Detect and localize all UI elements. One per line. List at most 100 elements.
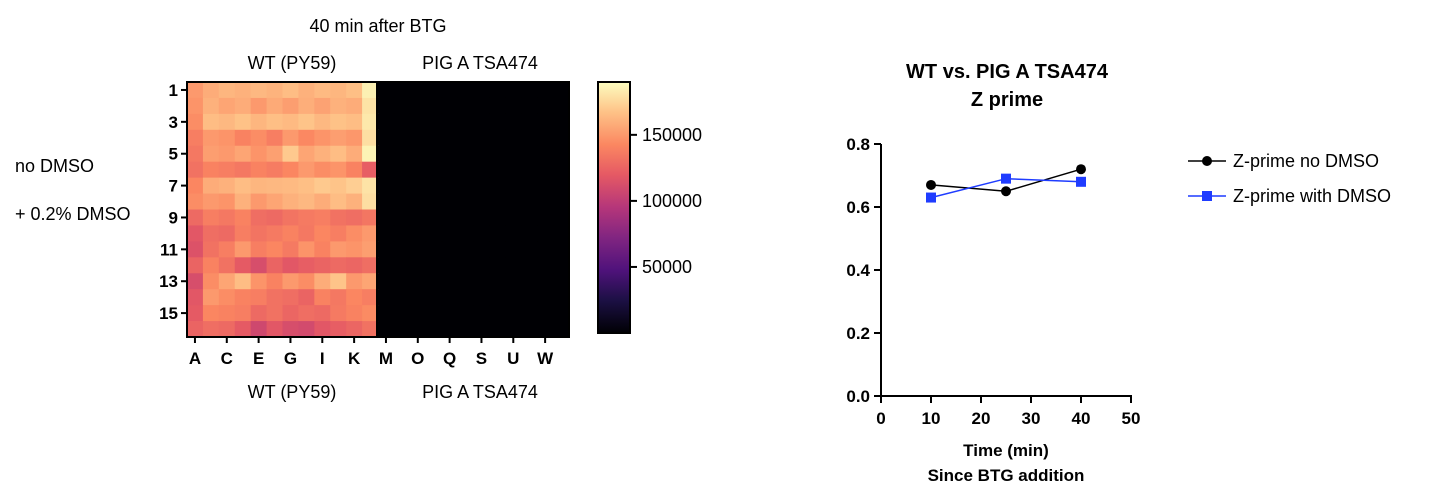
heatmap-cell bbox=[553, 305, 570, 322]
heatmap-cell bbox=[457, 113, 474, 131]
heatmap-cell bbox=[346, 225, 363, 242]
heatmap-cell bbox=[298, 305, 315, 322]
heatmap-cell bbox=[425, 129, 443, 147]
heatmap-cell bbox=[393, 305, 411, 322]
heatmap-cell bbox=[425, 193, 443, 210]
heatmap-cell bbox=[218, 225, 236, 242]
heatmap-cell bbox=[250, 177, 267, 194]
heatmap-cell bbox=[553, 321, 570, 338]
heatmap-cell bbox=[378, 177, 395, 194]
heatmap-cell bbox=[282, 241, 299, 258]
heatmap-cell bbox=[521, 225, 538, 242]
heatmap-cell bbox=[441, 97, 458, 115]
heatmap-cell bbox=[521, 321, 538, 338]
line-x-ticks: 0 10 20 30 40 50 bbox=[876, 396, 1140, 428]
legend-label-1: Z-prime no DMSO bbox=[1233, 151, 1379, 171]
heatmap-cell bbox=[505, 177, 522, 194]
heatmap-cell bbox=[346, 97, 363, 115]
heatmap-cell bbox=[330, 241, 347, 258]
heatmap-cell bbox=[441, 289, 458, 306]
heatmap-y-tick-label: 3 bbox=[169, 113, 178, 132]
heatmap-cell bbox=[187, 129, 204, 147]
heatmap-y-tick-label: 5 bbox=[169, 145, 178, 164]
heatmap-cell bbox=[457, 129, 474, 147]
heatmap-x-tick-label: S bbox=[476, 349, 487, 368]
heatmap-cell bbox=[409, 225, 427, 242]
heatmap-cell bbox=[521, 82, 538, 99]
heatmap-cell bbox=[537, 241, 554, 258]
heatmap-cell bbox=[553, 225, 570, 242]
heatmap-cell bbox=[266, 241, 283, 258]
heatmap-cell bbox=[457, 225, 474, 242]
heatmap-cell bbox=[378, 145, 395, 163]
heatmap-cell bbox=[473, 145, 490, 163]
heatmap-cell bbox=[553, 241, 570, 258]
heatmap-cell bbox=[409, 257, 427, 274]
heatmap-cell bbox=[521, 193, 538, 210]
heatmap-cell bbox=[378, 289, 395, 306]
heatmap-cell bbox=[537, 177, 554, 194]
heatmap-cell bbox=[473, 241, 490, 258]
heatmap-x-tick-label: O bbox=[411, 349, 424, 368]
heatmap-cell bbox=[457, 289, 474, 306]
heatmap-cell bbox=[473, 225, 490, 242]
heatmap-cell bbox=[187, 113, 204, 131]
heatmap-cell bbox=[537, 161, 554, 179]
heatmap-cell bbox=[187, 193, 204, 210]
heatmap-cell bbox=[234, 82, 252, 99]
heatmap-y-tick-label: 1 bbox=[169, 81, 178, 100]
heatmap-x-tick-label: U bbox=[507, 349, 519, 368]
heatmap-top-label-piga: PIG A TSA474 bbox=[422, 53, 538, 73]
heatmap-cell bbox=[250, 209, 267, 226]
heatmap-cell bbox=[505, 193, 522, 210]
heatmap-cell bbox=[378, 257, 395, 274]
heatmap-cell bbox=[425, 305, 443, 322]
heatmap-cell bbox=[187, 97, 204, 115]
heatmap-cell bbox=[298, 113, 315, 131]
heatmap-cell bbox=[409, 305, 427, 322]
heatmap-cell bbox=[218, 209, 236, 226]
heatmap-cell bbox=[378, 209, 395, 226]
heatmap-cell bbox=[505, 113, 522, 131]
heatmap-cell bbox=[409, 321, 427, 338]
heatmap-x-tick-label: I bbox=[320, 349, 325, 368]
heatmap-cell bbox=[378, 161, 395, 179]
heatmap-cell bbox=[362, 82, 379, 99]
heatmap-cell bbox=[330, 305, 347, 322]
x-axis-label-secondary: Since BTG addition bbox=[928, 466, 1085, 485]
heatmap-cell bbox=[187, 289, 204, 306]
heatmap-cell bbox=[425, 82, 443, 99]
heatmap-cell bbox=[218, 113, 236, 131]
heatmap-cell bbox=[521, 257, 538, 274]
heatmap-cell bbox=[362, 193, 379, 210]
heatmap-cell bbox=[218, 193, 236, 210]
heatmap-cell bbox=[234, 305, 252, 322]
heatmap-chart: 40 min after BTG WT (PY59) PIG A TSA474 … bbox=[15, 16, 702, 402]
heatmap-cell bbox=[314, 289, 331, 306]
heatmap-cell bbox=[489, 161, 506, 179]
heatmap-cell bbox=[250, 257, 267, 274]
heatmap-cell bbox=[346, 321, 363, 338]
heatmap-cell bbox=[187, 209, 204, 226]
heatmap-cell bbox=[457, 97, 474, 115]
heatmap-cell bbox=[441, 273, 458, 290]
heatmap-cell bbox=[250, 273, 267, 290]
heatmap-cell bbox=[505, 321, 522, 338]
heatmap-cell bbox=[218, 241, 236, 258]
heatmap-cell bbox=[202, 289, 220, 306]
legend: Z-prime no DMSO Z-prime with DMSO bbox=[1188, 151, 1391, 206]
heatmap-cell bbox=[441, 113, 458, 131]
heatmap-cell bbox=[553, 113, 570, 131]
heatmap-cell bbox=[187, 145, 204, 163]
heatmap-cell bbox=[330, 145, 347, 163]
heatmap-cell bbox=[521, 97, 538, 115]
heatmap-cell bbox=[346, 177, 363, 194]
heatmap-cell bbox=[234, 161, 252, 179]
heatmap-cell bbox=[298, 241, 315, 258]
heatmap-cell bbox=[362, 97, 379, 115]
heatmap-cell bbox=[473, 193, 490, 210]
heatmap-cell bbox=[409, 113, 427, 131]
heatmap-cell bbox=[282, 225, 299, 242]
heatmap-cell bbox=[234, 177, 252, 194]
heatmap-cell bbox=[393, 129, 411, 147]
